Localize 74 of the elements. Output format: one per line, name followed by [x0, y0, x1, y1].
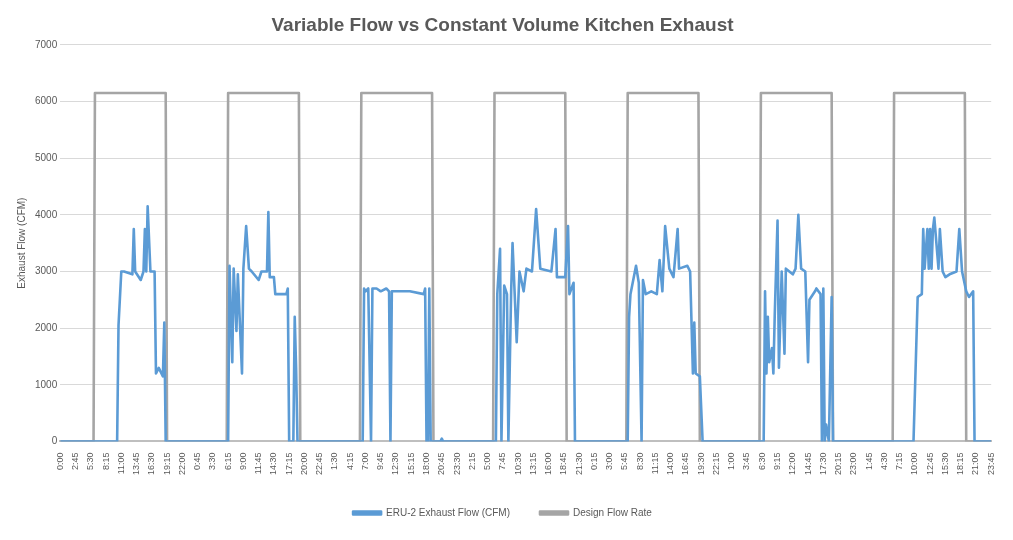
y-axis-title: Exhaust Flow (CFM) — [15, 197, 27, 289]
x-tick-label: 2:45 — [69, 452, 80, 471]
x-tick-label: 18:15 — [955, 452, 966, 476]
x-tick-label: 14:45 — [802, 452, 813, 476]
y-tick-label: 4000 — [35, 208, 58, 220]
x-tick-label: 15:15 — [405, 452, 416, 476]
x-tick-label: 19:15 — [161, 452, 172, 476]
y-tick-label: 3000 — [35, 265, 58, 277]
x-tick-label: 14:00 — [665, 452, 676, 476]
x-tick-label: 16:00 — [543, 452, 554, 476]
x-tick-label: 20:15 — [833, 452, 844, 476]
y-tick-label: 7000 — [35, 38, 58, 50]
y-tick-label: 2000 — [35, 321, 58, 333]
x-tick-label: 19:30 — [695, 452, 706, 476]
chart-title: Variable Flow vs Constant Volume Kitchen Exhaust — [271, 13, 735, 35]
x-tick-label: 23:00 — [848, 452, 859, 476]
x-tick-label: 9:45 — [375, 452, 386, 471]
x-tick-label: 7:15 — [894, 452, 905, 471]
x-tick-label: 10:30 — [512, 452, 523, 476]
x-tick-label: 7:00 — [359, 452, 370, 471]
legend-label: Design Flow Rate — [572, 506, 653, 518]
x-tick-label: 5:00 — [482, 452, 493, 471]
x-tick-label: 5:45 — [619, 452, 630, 471]
x-tick-label: 0:00 — [54, 452, 65, 471]
x-tick-label: 3:45 — [741, 452, 752, 471]
x-tick-label: 17:15 — [283, 452, 294, 476]
y-tick-label: 1000 — [35, 378, 58, 390]
x-tick-label: 3:30 — [207, 452, 218, 471]
x-tick-label: 11:15 — [649, 452, 660, 475]
x-tick-label: 16:45 — [680, 452, 691, 476]
y-tick-label: 5000 — [35, 151, 58, 163]
x-tick-label: 0:15 — [588, 452, 599, 471]
x-tick-label: 12:30 — [390, 452, 401, 476]
x-tick-label: 9:15 — [772, 452, 783, 471]
x-tick-label: 21:30 — [573, 452, 584, 476]
x-tick-label: 7:45 — [497, 452, 508, 471]
x-tick-label: 5:30 — [85, 452, 96, 471]
x-tick-label: 10:00 — [909, 452, 920, 476]
y-tick-label: 6000 — [35, 95, 58, 107]
x-tick-label: 4:30 — [878, 452, 889, 471]
x-tick-label: 3:00 — [604, 452, 615, 471]
x-tick-label: 16:30 — [146, 452, 157, 476]
x-tick-label: 20:45 — [436, 452, 447, 476]
x-tick-label: 23:30 — [451, 452, 462, 476]
x-tick-label: 9:00 — [237, 452, 248, 471]
x-tick-label: 11:45 — [253, 452, 264, 475]
x-tick-label: 11:00 — [115, 452, 126, 475]
legend-label: ERU-2 Exhaust Flow (CFM) — [386, 506, 510, 518]
x-tick-label: 21:00 — [970, 452, 981, 476]
x-tick-label: 1:00 — [726, 452, 737, 471]
x-tick-label: 20:00 — [298, 452, 309, 476]
y-tick-label: 0 — [51, 435, 58, 447]
x-tick-label: 17:30 — [817, 452, 828, 476]
x-tick-label: 15:30 — [939, 452, 950, 476]
x-tick-label: 13:45 — [131, 452, 142, 476]
x-tick-label: 6:15 — [222, 452, 233, 471]
x-tick-label: 12:00 — [787, 452, 798, 476]
x-tick-label: 18:00 — [421, 452, 432, 476]
x-tick-label: 4:15 — [344, 452, 355, 471]
x-tick-label: 8:15 — [100, 452, 111, 471]
x-tick-label: 12:45 — [924, 452, 935, 476]
x-tick-label: 0:45 — [192, 452, 203, 471]
x-tick-label: 6:30 — [756, 452, 767, 471]
x-tick-label: 22:45 — [314, 452, 325, 476]
x-tick-label: 2:15 — [466, 452, 477, 471]
x-tick-label: 23:45 — [985, 452, 996, 476]
x-tick-label: 13:15 — [527, 452, 538, 476]
x-tick-label: 1:45 — [863, 452, 874, 471]
x-tick-label: 14:30 — [268, 452, 279, 476]
x-tick-label: 18:45 — [558, 452, 569, 476]
x-tick-label: 1:30 — [329, 452, 340, 471]
x-tick-label: 22:15 — [710, 452, 721, 476]
x-tick-label: 22:00 — [176, 452, 187, 476]
x-tick-label: 8:30 — [634, 452, 645, 471]
